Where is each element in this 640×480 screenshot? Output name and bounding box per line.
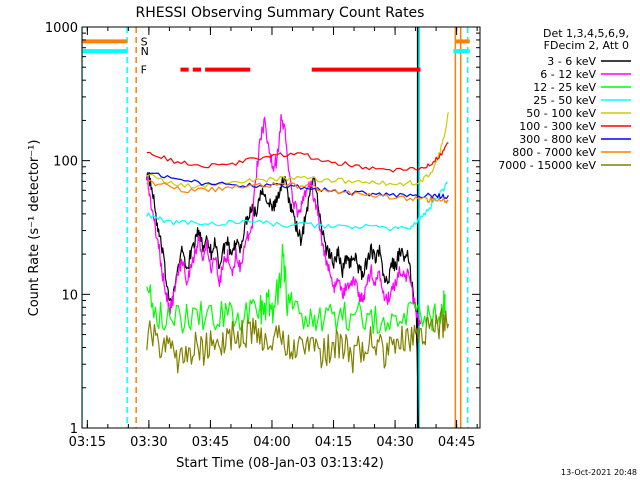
x-tick-label: 04:45	[438, 435, 475, 450]
series-line	[146, 308, 449, 374]
series-line	[146, 181, 448, 232]
x-tick-label: 04:30	[376, 435, 413, 450]
flag-label: S	[141, 35, 148, 48]
legend-label: 300 - 800 keV	[519, 133, 596, 146]
x-tick-label: 03:45	[192, 435, 229, 450]
series-line	[146, 172, 420, 428]
timestamp: 13-Oct-2021 20:48	[561, 468, 637, 477]
series-line	[146, 179, 449, 204]
series-line	[146, 243, 446, 334]
legend-label: 50 - 100 keV	[526, 107, 596, 120]
x-axis-label: Start Time (08-Jan-03 03:13:42)	[176, 456, 384, 471]
legend-label: 25 - 50 keV	[533, 94, 596, 107]
plot-frame	[81, 26, 481, 429]
y-axis-label: Count Rate (s⁻¹ detector⁻¹)	[27, 140, 42, 317]
flag-label: F	[141, 64, 147, 77]
legend-header: FDecim 2, Att 0	[544, 39, 629, 52]
x-tick-label: 03:30	[130, 435, 167, 450]
series-line	[146, 112, 449, 189]
y-tick-label: 1000	[45, 21, 78, 36]
legend-label: 800 - 7000 keV	[512, 146, 596, 159]
legend-label: 6 - 12 keV	[540, 68, 596, 81]
chart-title: RHESSI Observing Summary Count Rates	[136, 5, 425, 21]
series-line	[146, 113, 422, 326]
x-tick-label: 04:15	[315, 435, 352, 450]
legend-label: 12 - 25 keV	[533, 81, 596, 94]
x-tick-label: 03:15	[69, 435, 106, 450]
x-tick-label: 04:00	[253, 435, 290, 450]
series-line	[146, 142, 449, 173]
y-tick-label: 1	[70, 422, 78, 437]
legend-header: Det 1,3,4,5,6,9,	[543, 27, 629, 40]
flag-label: N	[141, 45, 149, 58]
y-tick-label: 100	[53, 155, 78, 170]
legend-label: 100 - 300 keV	[519, 120, 596, 133]
legend-label: 3 - 6 keV	[547, 55, 596, 68]
y-tick-label: 10	[61, 288, 78, 303]
legend-label: 7000 - 15000 keV	[498, 159, 596, 172]
series-line	[146, 172, 449, 199]
